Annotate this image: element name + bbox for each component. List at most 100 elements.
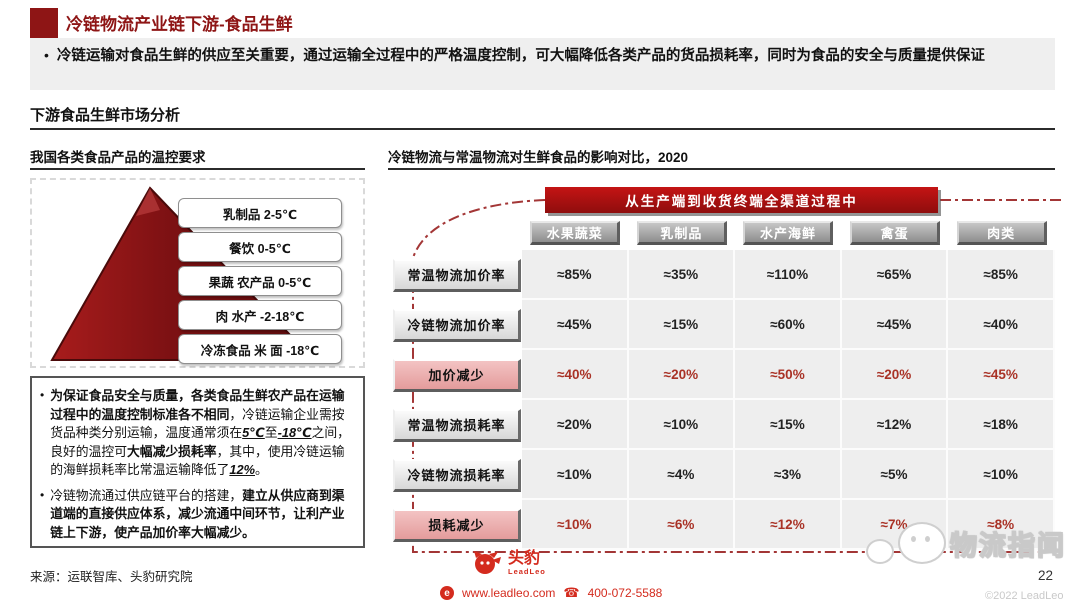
- note-segment: 5℃: [242, 425, 265, 441]
- right-panel-divider: [388, 168, 1055, 170]
- cell-r0-c0: ≈85%: [522, 250, 629, 300]
- cell-r3-c4: ≈18%: [948, 400, 1055, 450]
- note-segment: 之间，良好的温控可: [50, 425, 350, 459]
- row-label-slot-3: 常温物流损耗率: [393, 400, 521, 450]
- watermark-text: 物流指闻: [949, 530, 1066, 562]
- leopard-icon: [474, 551, 501, 574]
- section-divider: [30, 128, 1055, 130]
- right-panel-title: 冷链物流与常温物流对生鲜食品的影响对比，2020: [388, 150, 689, 165]
- page-number: 22: [1038, 568, 1054, 583]
- column-header-slot-2: 水产海鲜: [735, 218, 842, 248]
- row-label-slot-1: 冷链物流加价率: [393, 300, 521, 350]
- chat-bubble-big-icon: [898, 522, 946, 564]
- web-icon: e: [440, 586, 454, 600]
- cell-r2-c2: ≈50%: [735, 350, 842, 400]
- title-accent-square: [30, 8, 58, 38]
- row-label-5: 损耗减少: [393, 508, 521, 542]
- note-text: 为保证食品安全与质量，各类食品生鲜农产品在运输过程中的温度控制标准各不相同，冷链…: [50, 387, 353, 480]
- cell-r1-c1: ≈15%: [628, 300, 736, 350]
- left-panel-divider: [30, 168, 365, 170]
- summary-box: • 冷链运输对食品生鲜的供应至关重要，通过运输全过程中的严格温度控制，可大幅降低…: [30, 38, 1055, 90]
- column-header-2: 水产海鲜: [743, 221, 834, 245]
- note-segment: 大幅减少损耗率: [126, 443, 217, 459]
- data-grid: ≈85% ≈35% ≈110% ≈65% ≈85% ≈45% ≈15% ≈60% ≈45% ≈40…: [522, 250, 1055, 550]
- cell-r0-c2: ≈110%: [735, 250, 842, 300]
- column-header-4: 肉类: [956, 221, 1047, 245]
- note-text: 冷链物流通过供应链平台的搭建，建立从供应商到渠道端的直接供应体系，减少流通中间环…: [50, 487, 353, 543]
- website-text: www.leadleo.com: [462, 586, 556, 600]
- note-segment: 12%: [229, 462, 255, 478]
- logo-text-cn: 头豹: [508, 549, 541, 567]
- watermark: 物流指闻: [866, 522, 1066, 564]
- note-segment: ，冷链运输企业需按货品种类分别运输，温度通常须在: [50, 406, 345, 441]
- row-label-2: 加价减少: [393, 358, 521, 392]
- note-segment: 建立从供应商到渠道端的直接供应体系，减少流通中间环节，让利产业链上下游，使产品加…: [50, 487, 345, 540]
- row-label-3: 常温物流损耗率: [393, 408, 521, 442]
- note-segment: 冷链物流通过供应链平台的搭建，: [50, 487, 243, 503]
- note-item-1: • 冷链物流通过供应链平台的搭建，建立从供应商到渠道端的直接供应体系，减少流通中间…: [40, 487, 353, 543]
- row-label-1: 冷链物流加价率: [393, 308, 521, 342]
- table-banner: 从生产端到收货终端全渠道过程中: [545, 187, 938, 213]
- cell-r3-c3: ≈12%: [841, 400, 949, 450]
- temperature-pyramid-panel: 乳制品 2-5℃ 餐饮 0-5℃ 果蔬 农产品 0-5℃ 肉 水产 -2-18℃ 冷冻食…: [30, 178, 365, 368]
- cell-r0-c3: ≈65%: [841, 250, 949, 300]
- cell-r4-c1: ≈4%: [628, 450, 736, 500]
- pyramid-label-1: 餐饮 0-5℃: [178, 232, 342, 262]
- cell-r2-c3: ≈20%: [841, 350, 949, 400]
- cell-r4-c3: ≈5%: [841, 450, 949, 500]
- column-header-0: 水果蔬菜: [530, 221, 621, 245]
- cell-r2-c0: ≈40%: [522, 350, 629, 400]
- cell-r5-c4: ≈8%: [948, 500, 1055, 550]
- cell-r5-c1: ≈6%: [628, 500, 736, 550]
- cell-r5-c2: ≈12%: [735, 500, 842, 550]
- notes-box: • 为保证食品安全与质量，各类食品生鲜农产品在运输过程中的温度控制标准各不相同，冷…: [30, 376, 365, 548]
- column-header-slot-0: 水果蔬菜: [522, 218, 629, 248]
- chat-bubble-small-icon: [866, 538, 894, 564]
- column-header-slot-3: 禽蛋: [842, 218, 949, 248]
- pyramid-label-4: 冷冻食品 米 面 -18℃: [178, 334, 342, 364]
- note-segment: -18℃: [277, 425, 312, 441]
- pyramid-label-0: 乳制品 2-5℃: [178, 198, 342, 228]
- cell-r2-c1: ≈20%: [628, 350, 736, 400]
- column-header-row: 水果蔬菜 乳制品 水产海鲜 禽蛋 肉类: [522, 218, 1055, 248]
- note-segment: 至: [264, 425, 278, 441]
- row-label-4: 冷链物流损耗率: [393, 458, 521, 492]
- bullet-marker: •: [40, 487, 45, 502]
- bullet-marker: •: [44, 47, 49, 63]
- row-label-column: 常温物流加价率 冷链物流加价率 加价减少常温物流损耗率 冷链物流损耗率 损耗减少: [393, 250, 521, 550]
- note-segment: 为保证食品安全与质量，各类食品生鲜农产品在运输过程中的温度控制标准各不相同: [50, 388, 345, 422]
- pyramid-label-2: 果蔬 农产品 0-5℃: [178, 266, 342, 296]
- cell-r4-c2: ≈3%: [735, 450, 842, 500]
- cell-r2-c4: ≈45%: [948, 350, 1055, 400]
- cell-r4-c0: ≈10%: [522, 450, 629, 500]
- column-header-3: 禽蛋: [850, 221, 941, 245]
- cell-r0-c4: ≈85%: [948, 250, 1055, 300]
- summary-text: 冷链运输对食品生鲜的供应至关重要，通过运输全过程中的严格温度控制，可大幅降低各类…: [56, 48, 985, 64]
- row-label-0: 常温物流加价率: [393, 258, 521, 292]
- cell-r3-c1: ≈10%: [628, 400, 736, 450]
- row-label-slot-4: 冷链物流损耗率: [393, 450, 521, 500]
- cell-r1-c0: ≈45%: [522, 300, 629, 350]
- section-title: 下游食品生鲜市场分析: [30, 107, 181, 124]
- contact-line: e www.leadleo.com ☎ 400-072-5588: [440, 585, 662, 601]
- cell-r1-c4: ≈40%: [948, 300, 1055, 350]
- column-header-slot-4: 肉类: [948, 218, 1055, 248]
- phone-icon: ☎: [563, 585, 580, 600]
- cell-r4-c4: ≈10%: [948, 450, 1055, 500]
- note-segment: ，其中，使用冷链运输的海鲜损耗率比常温运输降低了: [50, 443, 345, 478]
- cell-r3-c2: ≈15%: [735, 400, 842, 450]
- cell-r1-c2: ≈60%: [735, 300, 842, 350]
- column-header-1: 乳制品: [636, 221, 727, 245]
- cell-r1-c3: ≈45%: [841, 300, 949, 350]
- page-title: 冷链物流产业链下游-食品生鲜: [66, 15, 293, 34]
- phone-text: 400-072-5588: [587, 586, 663, 600]
- note-segment: 。: [254, 462, 268, 478]
- cell-r0-c1: ≈35%: [628, 250, 736, 300]
- copyright-text: ©2022 LeadLeo: [985, 590, 1064, 602]
- row-label-slot-5: 损耗减少: [393, 500, 521, 550]
- pyramid-label-3: 肉 水产 -2-18℃: [178, 300, 342, 330]
- cell-r5-c0: ≈10%: [522, 500, 629, 550]
- source-note: 来源：运联智库、头豹研究院: [30, 570, 193, 584]
- logo-text-en: LeadLeo: [508, 566, 546, 576]
